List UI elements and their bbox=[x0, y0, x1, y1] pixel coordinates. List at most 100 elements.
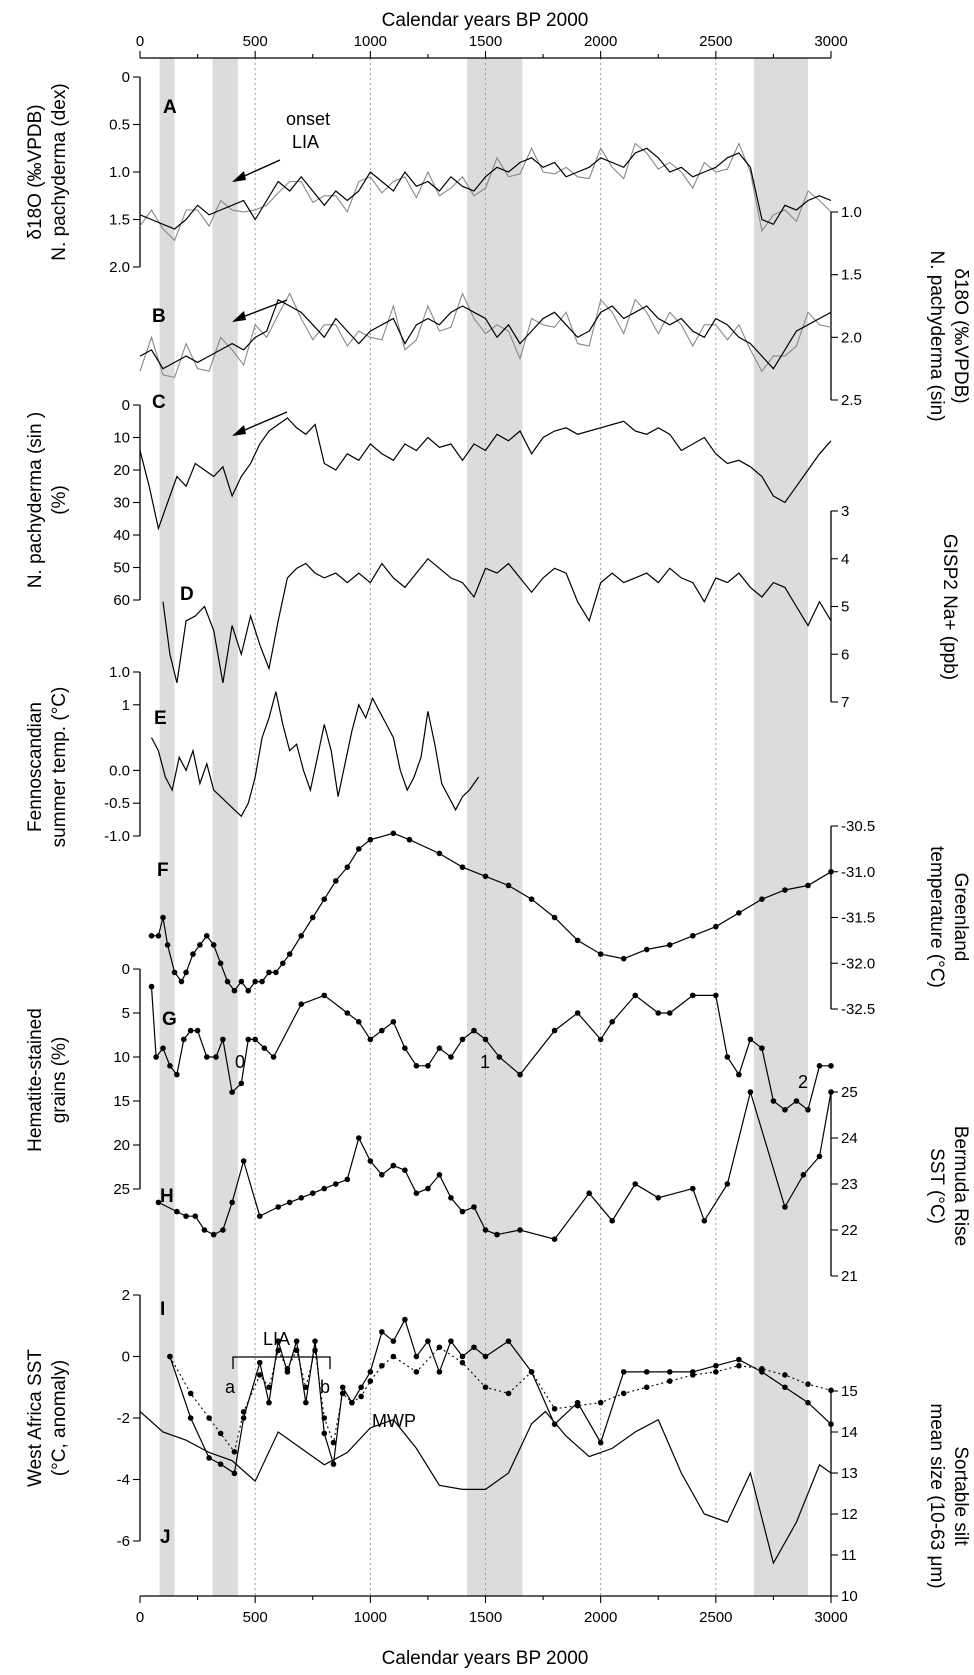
bottom-tick-label-2500: 2500 bbox=[699, 1609, 732, 1626]
point-I-1-4 bbox=[231, 1449, 238, 1455]
point-H-0-24 bbox=[436, 1172, 443, 1178]
y-tick-label-I-4: -6 bbox=[117, 1533, 130, 1550]
y-tick-label-C-3: 30 bbox=[113, 495, 130, 512]
y-tick-label-H-3: 24 bbox=[841, 1130, 858, 1147]
y-axis-label-line-C-1: (%) bbox=[49, 485, 70, 515]
top-tick-label-0: 0 bbox=[136, 33, 144, 50]
point-H-0-20 bbox=[390, 1162, 397, 1169]
y-axis-label-line-F-1: temperature (°C) bbox=[926, 846, 947, 988]
point-G-0-15 bbox=[261, 1045, 268, 1051]
point-I-0-20 bbox=[390, 1338, 397, 1344]
point-I-1-22 bbox=[436, 1344, 443, 1351]
point-I-0-42 bbox=[805, 1399, 811, 1406]
point-I-0-11 bbox=[303, 1399, 309, 1406]
point-G-0-9 bbox=[213, 1054, 219, 1060]
point-I-0-26 bbox=[459, 1353, 466, 1360]
point-F-0-35 bbox=[528, 896, 535, 902]
point-H-0-34 bbox=[632, 1181, 639, 1187]
point-G-0-46 bbox=[759, 1045, 765, 1051]
point-G-0-49 bbox=[793, 1098, 800, 1104]
point-I-1-28 bbox=[574, 1402, 581, 1409]
point-I-0-29 bbox=[505, 1338, 512, 1344]
point-H-0-27 bbox=[471, 1204, 477, 1210]
point-G-0-18 bbox=[321, 992, 328, 999]
point-I-0-19 bbox=[379, 1329, 385, 1335]
point-F-0-19 bbox=[273, 969, 279, 976]
panel-letter-G: G bbox=[162, 1009, 177, 1030]
y-axis-label-G: Hematite-stained grains (%) bbox=[25, 1008, 70, 1152]
y-tick-label-C-0: 0 bbox=[122, 397, 130, 414]
point-F-0-47 bbox=[805, 882, 811, 889]
point-I-1-23 bbox=[459, 1359, 466, 1366]
point-F-0-21 bbox=[286, 951, 293, 957]
point-G-0-12 bbox=[238, 1080, 245, 1087]
y-tick-label-F-3: -32.0 bbox=[841, 955, 875, 972]
y-tick-label-B-0: 1.0 bbox=[841, 204, 862, 221]
panel-letter-I: I bbox=[160, 1299, 165, 1320]
point-I-1-6 bbox=[256, 1372, 263, 1378]
annotation-lia-bracket: LIA bbox=[263, 1329, 290, 1349]
y-tick-label-A-2: 1.0 bbox=[109, 164, 130, 181]
shaded-bands bbox=[159, 58, 808, 1596]
point-F-0-20 bbox=[280, 960, 286, 967]
panel-letter-C: C bbox=[152, 392, 166, 413]
y-axis-label-line-F-0: Greenland bbox=[950, 873, 971, 962]
point-I-0-8 bbox=[275, 1338, 282, 1344]
point-G-0-35 bbox=[574, 1010, 581, 1016]
point-G-0-24 bbox=[402, 1045, 408, 1051]
point-F-0-32 bbox=[459, 864, 466, 870]
point-F-0-30 bbox=[406, 836, 413, 843]
point-I-1-21 bbox=[413, 1369, 420, 1375]
point-G-0-1 bbox=[153, 1054, 159, 1060]
bottom-tick-label-2000: 2000 bbox=[584, 1609, 617, 1626]
y-axis-label-line-B-1: N. pachyderma (sin) bbox=[926, 250, 947, 421]
y-tick-label-F-4: -32.5 bbox=[841, 1001, 875, 1018]
panel-C: 0 10 20 30 40 50 60 N. pachyderma (sin ) (%) C bbox=[25, 392, 832, 609]
point-I-0-38 bbox=[713, 1362, 719, 1369]
panel-letter-E: E bbox=[154, 708, 167, 729]
point-H-0-11 bbox=[286, 1199, 293, 1206]
y-axis-label-E: Fennoscandian summer temp. (°C) bbox=[25, 687, 70, 848]
point-F-0-28 bbox=[367, 836, 374, 843]
point-F-0-6 bbox=[183, 969, 189, 976]
point-I-1-1 bbox=[187, 1390, 194, 1397]
onset-arrow-a bbox=[232, 159, 281, 182]
point-G-0-5 bbox=[180, 1036, 187, 1043]
point-I-1-2 bbox=[206, 1415, 212, 1421]
point-I-0-35 bbox=[643, 1369, 650, 1375]
point-G-0-20 bbox=[356, 1019, 362, 1025]
bottom-tick-label-0: 0 bbox=[136, 1609, 144, 1626]
y-tick-label-I-3: -4 bbox=[117, 1472, 130, 1489]
point-F-0-41 bbox=[666, 942, 673, 948]
top-tick-label-2500: 2500 bbox=[699, 33, 732, 50]
bottom-x-ticks: 0 500 1000 1500 2000 2500 3000 bbox=[136, 1596, 848, 1626]
y-tick-label-H-1: 22 bbox=[841, 1222, 858, 1239]
annotation-g0: 0 bbox=[235, 1052, 245, 1072]
point-I-1-16 bbox=[349, 1399, 355, 1406]
point-F-0-3 bbox=[164, 942, 171, 948]
y-axis-label-line-A-1: N. pachyderma (dex) bbox=[49, 83, 70, 260]
panel-D: 3 4 5 6 7 GISP2 Na+ (ppb) D bbox=[162, 503, 960, 711]
top-tick-label-2000: 2000 bbox=[584, 33, 617, 50]
point-G-0-26 bbox=[425, 1063, 431, 1069]
point-I-0-12 bbox=[312, 1338, 318, 1344]
point-G-0-40 bbox=[666, 1010, 673, 1016]
y-axis-label-line-I-1: (°C, anomaly) bbox=[49, 1360, 70, 1476]
annotations: onset LIA LIA a b MWP 0 1 2 bbox=[225, 109, 808, 1431]
y-tick-label-J-0: 10 bbox=[841, 1588, 858, 1605]
point-G-0-42 bbox=[713, 992, 719, 999]
panel-E: 1.0 1 0.0 -0.5 -1.0 Fennoscandian summer temp.… bbox=[25, 664, 480, 848]
point-H-0-16 bbox=[344, 1176, 351, 1183]
panel-A: 0 0.5 1.0 1.5 2.0 δ18O (‰VPDB) N. pachyderma (… bbox=[25, 69, 832, 276]
point-F-0-29 bbox=[390, 830, 397, 837]
series-line-H-0 bbox=[158, 1089, 832, 1240]
y-tick-label-F-1: -31.0 bbox=[841, 864, 875, 881]
lia-bracket bbox=[232, 1356, 331, 1369]
point-H-0-26 bbox=[459, 1208, 466, 1215]
point-F-0-17 bbox=[259, 978, 265, 985]
point-H-0-35 bbox=[655, 1195, 662, 1201]
point-F-0-16 bbox=[252, 978, 258, 985]
y-tick-label-B-3: 2.5 bbox=[841, 392, 862, 409]
